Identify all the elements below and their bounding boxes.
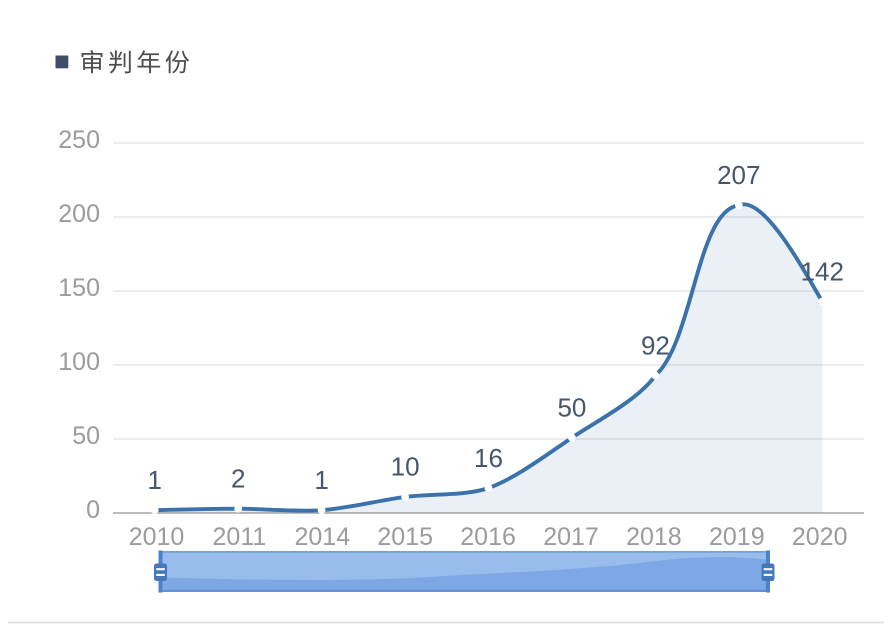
svg-text:2016: 2016 [460, 523, 516, 551]
svg-text:2020: 2020 [792, 523, 848, 551]
svg-text:2011: 2011 [213, 523, 267, 551]
svg-text:16: 16 [474, 443, 503, 473]
svg-text:50: 50 [72, 422, 100, 450]
svg-text:2: 2 [231, 464, 245, 494]
svg-text:2014: 2014 [294, 523, 350, 551]
svg-text:142: 142 [801, 256, 844, 286]
svg-text:200: 200 [58, 200, 100, 228]
svg-text:92: 92 [641, 330, 670, 360]
svg-text:1: 1 [314, 465, 328, 495]
svg-text:0: 0 [86, 496, 100, 524]
svg-text:250: 250 [58, 126, 100, 154]
svg-text:10: 10 [391, 452, 420, 482]
svg-text:150: 150 [58, 274, 100, 302]
svg-text:2017: 2017 [543, 523, 599, 551]
svg-text:2015: 2015 [377, 523, 433, 551]
svg-text:2019: 2019 [709, 523, 765, 551]
svg-text:100: 100 [58, 348, 100, 376]
svg-text:207: 207 [717, 160, 760, 190]
svg-text:2010: 2010 [129, 523, 185, 551]
svg-text:2018: 2018 [626, 523, 682, 551]
svg-text:1: 1 [147, 465, 161, 495]
svg-text:50: 50 [557, 393, 586, 423]
